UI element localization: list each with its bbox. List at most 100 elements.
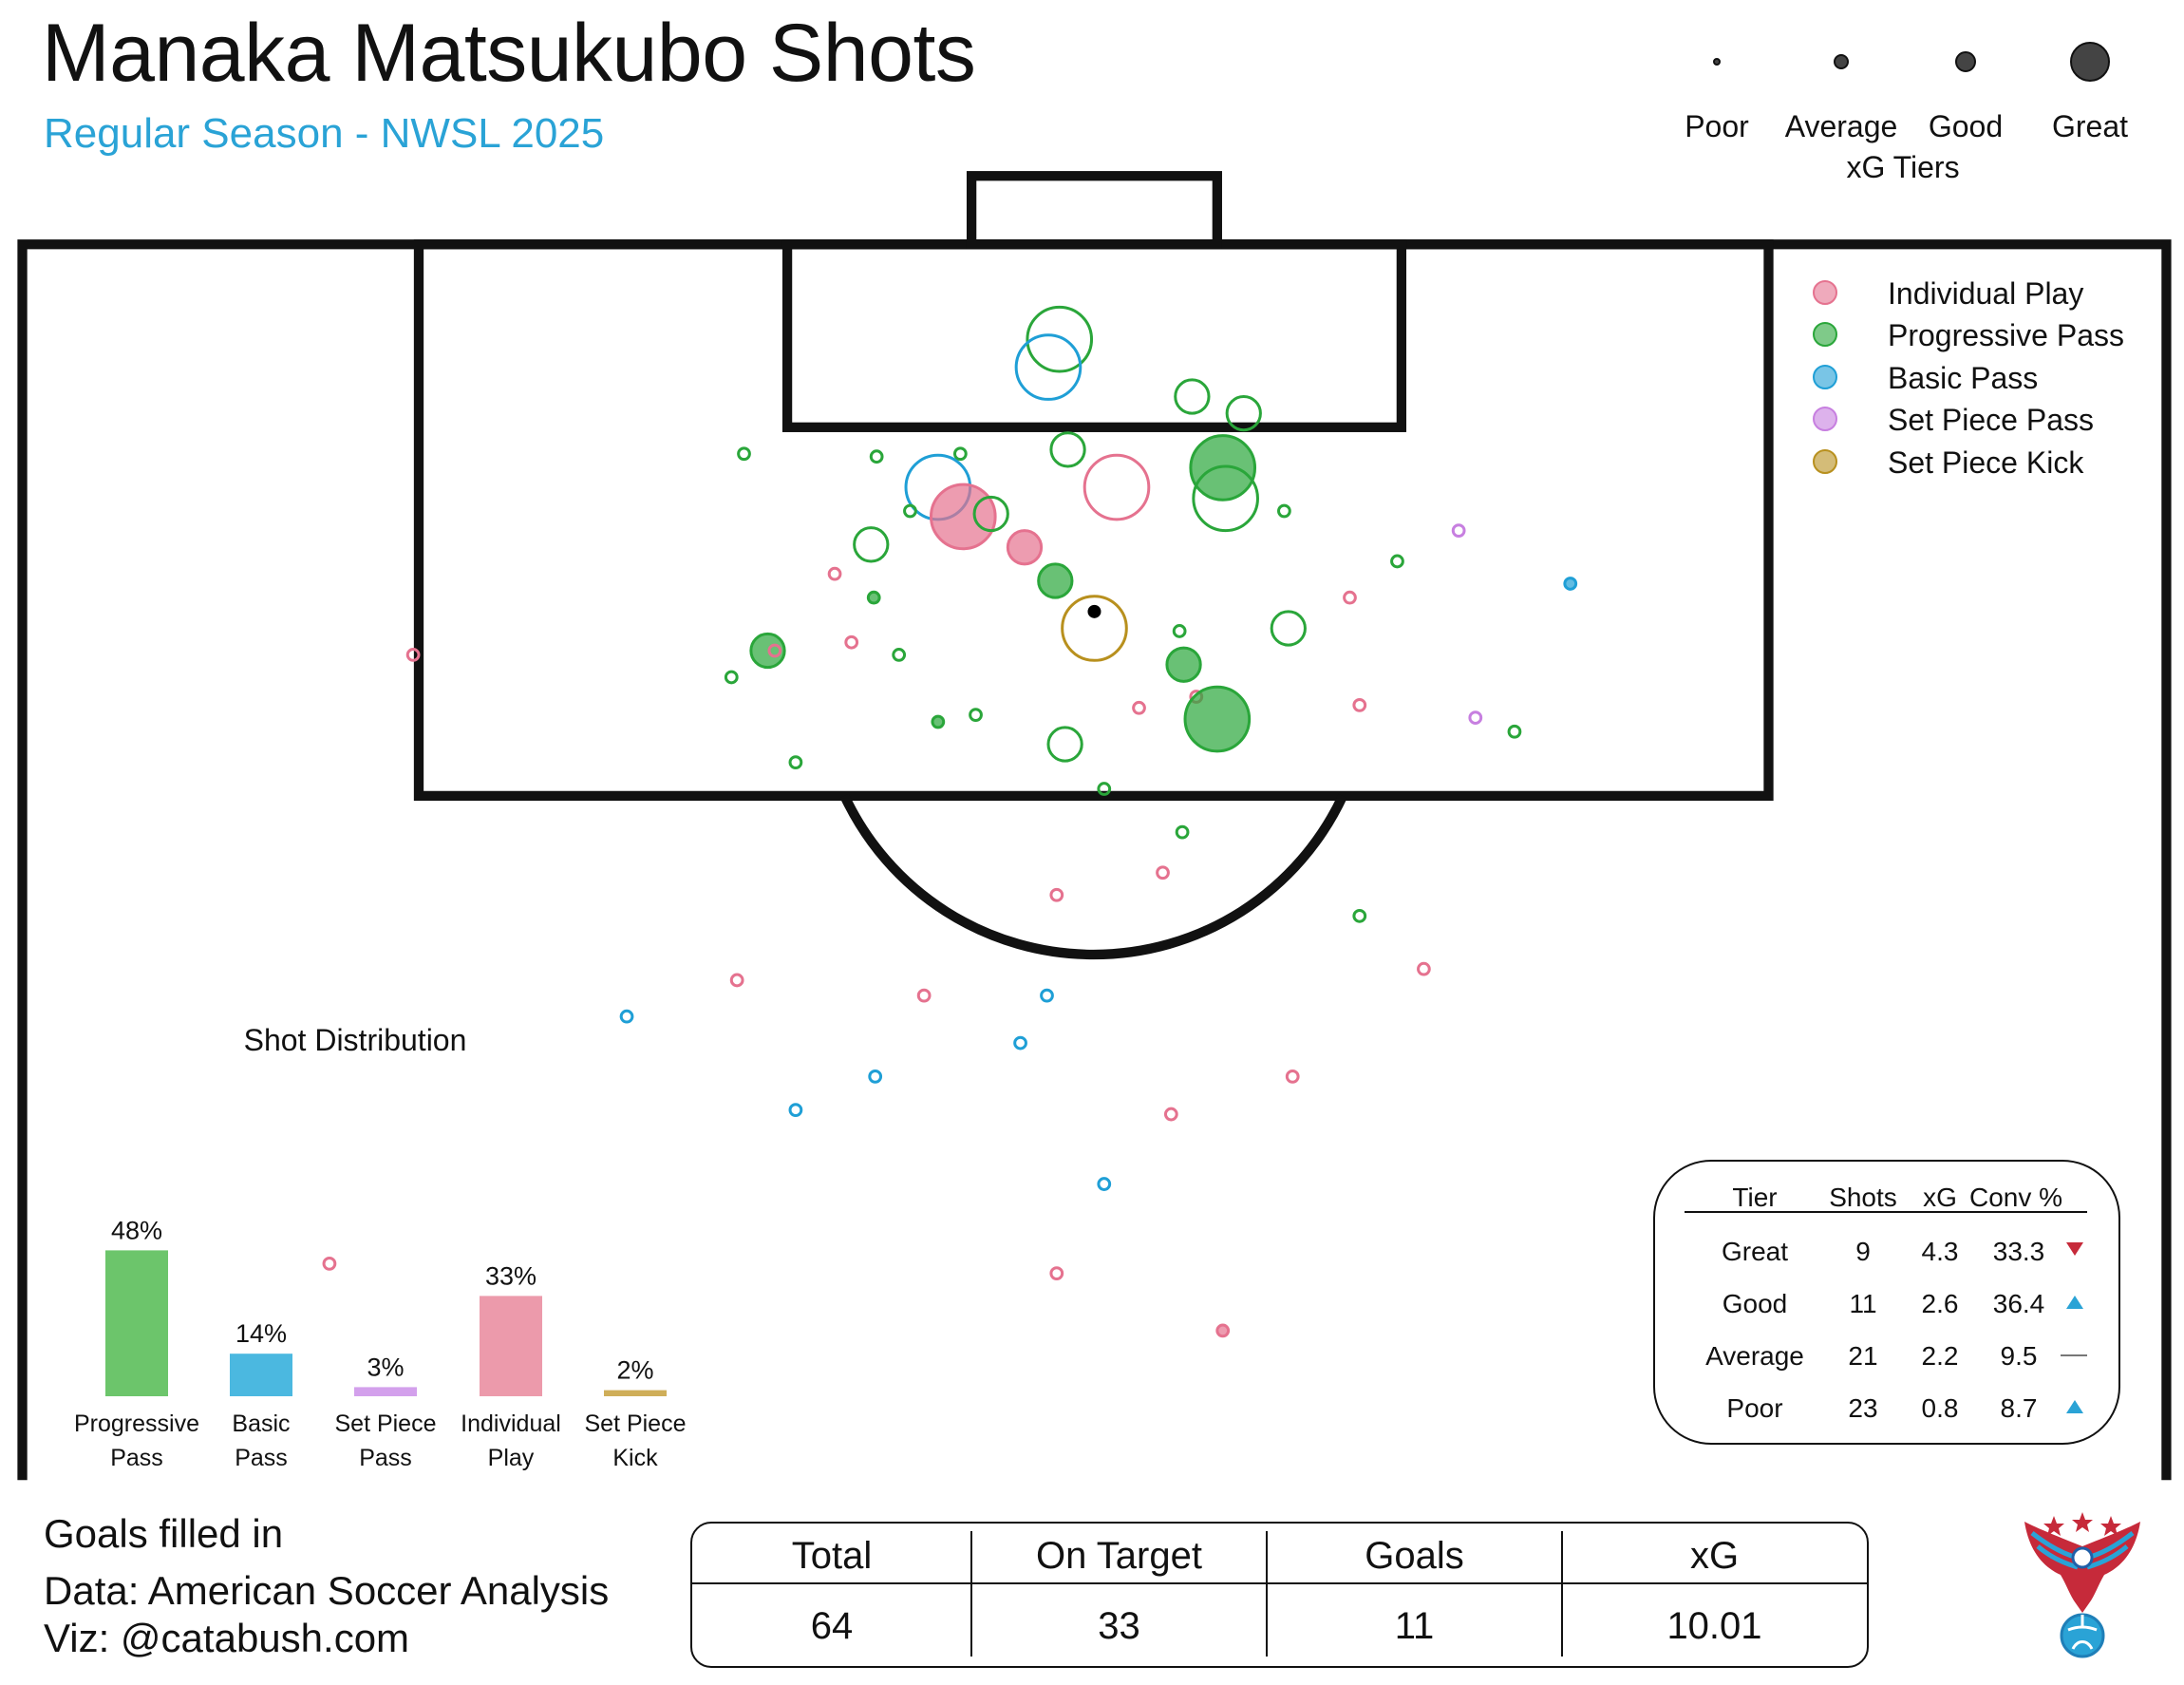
chart-title: Manaka Matsukubo Shots <box>42 8 976 99</box>
shot-marker-progressive-pass <box>1270 610 1307 647</box>
size-legend-mark-poor <box>1713 58 1721 66</box>
shot-marker-individual-play <box>1352 697 1367 712</box>
shot-marker-individual-play <box>1163 1107 1178 1122</box>
size-legend-label-poor: Poor <box>1685 109 1749 143</box>
trend-up-icon <box>2066 1400 2083 1413</box>
summary-value-on-target: 33 <box>1098 1605 1140 1647</box>
distribution-category-label: Pass <box>359 1445 412 1471</box>
shot-marker-individual-play <box>767 643 782 658</box>
distribution-value-label: 2% <box>616 1356 653 1385</box>
tier-table-cell-shots: 21 <box>1848 1341 1877 1371</box>
shot-distribution-title: Shot Distribution <box>244 1023 467 1057</box>
size-legend: Poor Average Good Great xG Tiers <box>1685 42 2128 184</box>
summary-header-on-target: On Target <box>1036 1535 1202 1577</box>
distribution-category-label: Kick <box>612 1445 658 1471</box>
shot-marker-progressive-pass <box>931 714 946 729</box>
shot-marker-progressive-pass <box>869 449 884 464</box>
distribution-bar-basic-pass <box>230 1354 292 1396</box>
tier-table-cell-conv: 33.3 <box>1993 1237 2045 1266</box>
shot-marker-progressive-pass <box>853 526 890 563</box>
type-legend-label-progressive-pass: Progressive Pass <box>1888 318 2124 352</box>
goals-note: Goals filled in <box>44 1511 284 1556</box>
tier-table-header-conv: Conv % <box>1969 1183 2062 1212</box>
shot-marker-basic-pass <box>619 1009 634 1024</box>
size-legend-mark-average <box>1834 54 1849 69</box>
distribution-category-label: Progressive <box>74 1410 199 1437</box>
distribution-value-label: 3% <box>367 1353 404 1381</box>
shot-marker-basic-pass <box>1040 988 1054 1003</box>
shot-marker-individual-play <box>1006 529 1044 566</box>
shot-distribution: Shot Distribution 48% Progressive Pass 14% B… <box>74 1023 687 1471</box>
type-legend-dot-set-piece-pass <box>1813 407 1837 431</box>
shot-marker-progressive-pass <box>1046 726 1083 763</box>
tier-table-cell-xg: 2.6 <box>1922 1289 1959 1318</box>
type-legend-label-basic-pass: Basic Pass <box>1888 361 2038 395</box>
distribution-value-label: 14% <box>235 1319 287 1348</box>
type-legend-dot-basic-pass <box>1813 365 1837 389</box>
summary-column-divider <box>970 1531 972 1657</box>
shot-marker-progressive-pass <box>1175 824 1190 840</box>
distribution-category-label: Pass <box>110 1445 163 1471</box>
shot-marker-progressive-pass <box>1026 305 1094 373</box>
tier-table-cell-conv: 9.5 <box>2001 1341 2038 1371</box>
shot-marker-progressive-pass <box>737 446 751 462</box>
shot-marker-progressive-pass <box>1049 431 1086 468</box>
shot-marker-progressive-pass <box>1277 503 1291 519</box>
distribution-category-label: Set Piece <box>584 1410 686 1437</box>
tier-table-cell-shots: 9 <box>1855 1237 1871 1266</box>
distribution-category-label: Pass <box>235 1445 288 1471</box>
distribution-bar-progressive-pass <box>105 1250 168 1396</box>
tier-table-cell-xg: 0.8 <box>1922 1393 1959 1423</box>
shot-marker-individual-play <box>405 648 421 662</box>
eagle-stripes-icon <box>2030 1531 2135 1570</box>
shot-marker-progressive-pass <box>1507 724 1522 739</box>
shot-marker-progressive-pass <box>972 495 1009 533</box>
summary-header-total: Total <box>791 1535 873 1577</box>
star-icon <box>2043 1512 2121 1536</box>
shot-marker-progressive-pass <box>1165 646 1202 683</box>
summary-header-goals: Goals <box>1365 1535 1464 1577</box>
tier-table-cell-xg: 4.3 <box>1922 1237 1959 1266</box>
shot-marker-individual-play <box>1083 453 1151 521</box>
summary-column-divider <box>1266 1531 1268 1657</box>
tier-table-cell-shots: 11 <box>1849 1289 1876 1318</box>
size-legend-label-average: Average <box>1785 109 1898 143</box>
size-legend-label-good: Good <box>1929 109 2003 143</box>
distribution-category-label: Basic <box>232 1410 290 1437</box>
shot-marker-individual-play <box>729 973 744 988</box>
type-legend-dot-individual-play <box>1813 280 1837 305</box>
summary-divider <box>692 1582 1867 1584</box>
shot-marker-individual-play <box>1343 590 1357 605</box>
goal-frame <box>966 171 1222 250</box>
tier-table-cell-tier: Poor <box>1726 1393 1782 1423</box>
shot-marker-individual-play <box>844 634 859 650</box>
shot-marker-progressive-pass <box>1192 464 1259 533</box>
shot-marker-progressive-pass <box>952 446 968 462</box>
distribution-category-label: Individual <box>461 1410 561 1437</box>
distribution-value-label: 33% <box>485 1261 537 1290</box>
shot-marker-progressive-pass <box>1352 908 1367 923</box>
tier-table-cell-conv: 36.4 <box>1993 1289 2045 1318</box>
shot-marker-individual-play <box>827 566 842 581</box>
tier-table-frame <box>1653 1160 2120 1445</box>
shot-marker-basic-pass <box>868 1069 883 1084</box>
size-legend-mark-great <box>2070 42 2110 82</box>
type-legend-label-set-piece-kick: Set Piece Kick <box>1888 445 2084 480</box>
pitch <box>17 171 2172 1481</box>
shot-marker-set-piece-pass <box>1451 523 1466 538</box>
shot-marker-progressive-pass <box>1390 554 1404 569</box>
shot-marker-progressive-pass <box>1183 685 1252 753</box>
shot-marker-progressive-pass <box>788 755 803 769</box>
penalty-box <box>413 239 1774 802</box>
tier-table-cell-shots: 23 <box>1848 1393 1877 1423</box>
eagle-head-icon <box>2071 1546 2094 1569</box>
eagle-logo <box>2024 1512 2140 1658</box>
distribution-bar-set-piece-kick <box>604 1390 667 1396</box>
shot-marker-progressive-pass <box>969 708 983 723</box>
viz-credit: Viz: @catabush.com <box>44 1616 410 1660</box>
size-legend-title: xG Tiers <box>1846 150 1959 184</box>
chart-subtitle: Regular Season - NWSL 2025 <box>44 110 605 157</box>
shot-marker-progressive-pass <box>1037 562 1074 599</box>
shot-marker-set-piece-pass <box>1468 710 1483 725</box>
shot-marker-set-piece-kick <box>1061 595 1128 662</box>
